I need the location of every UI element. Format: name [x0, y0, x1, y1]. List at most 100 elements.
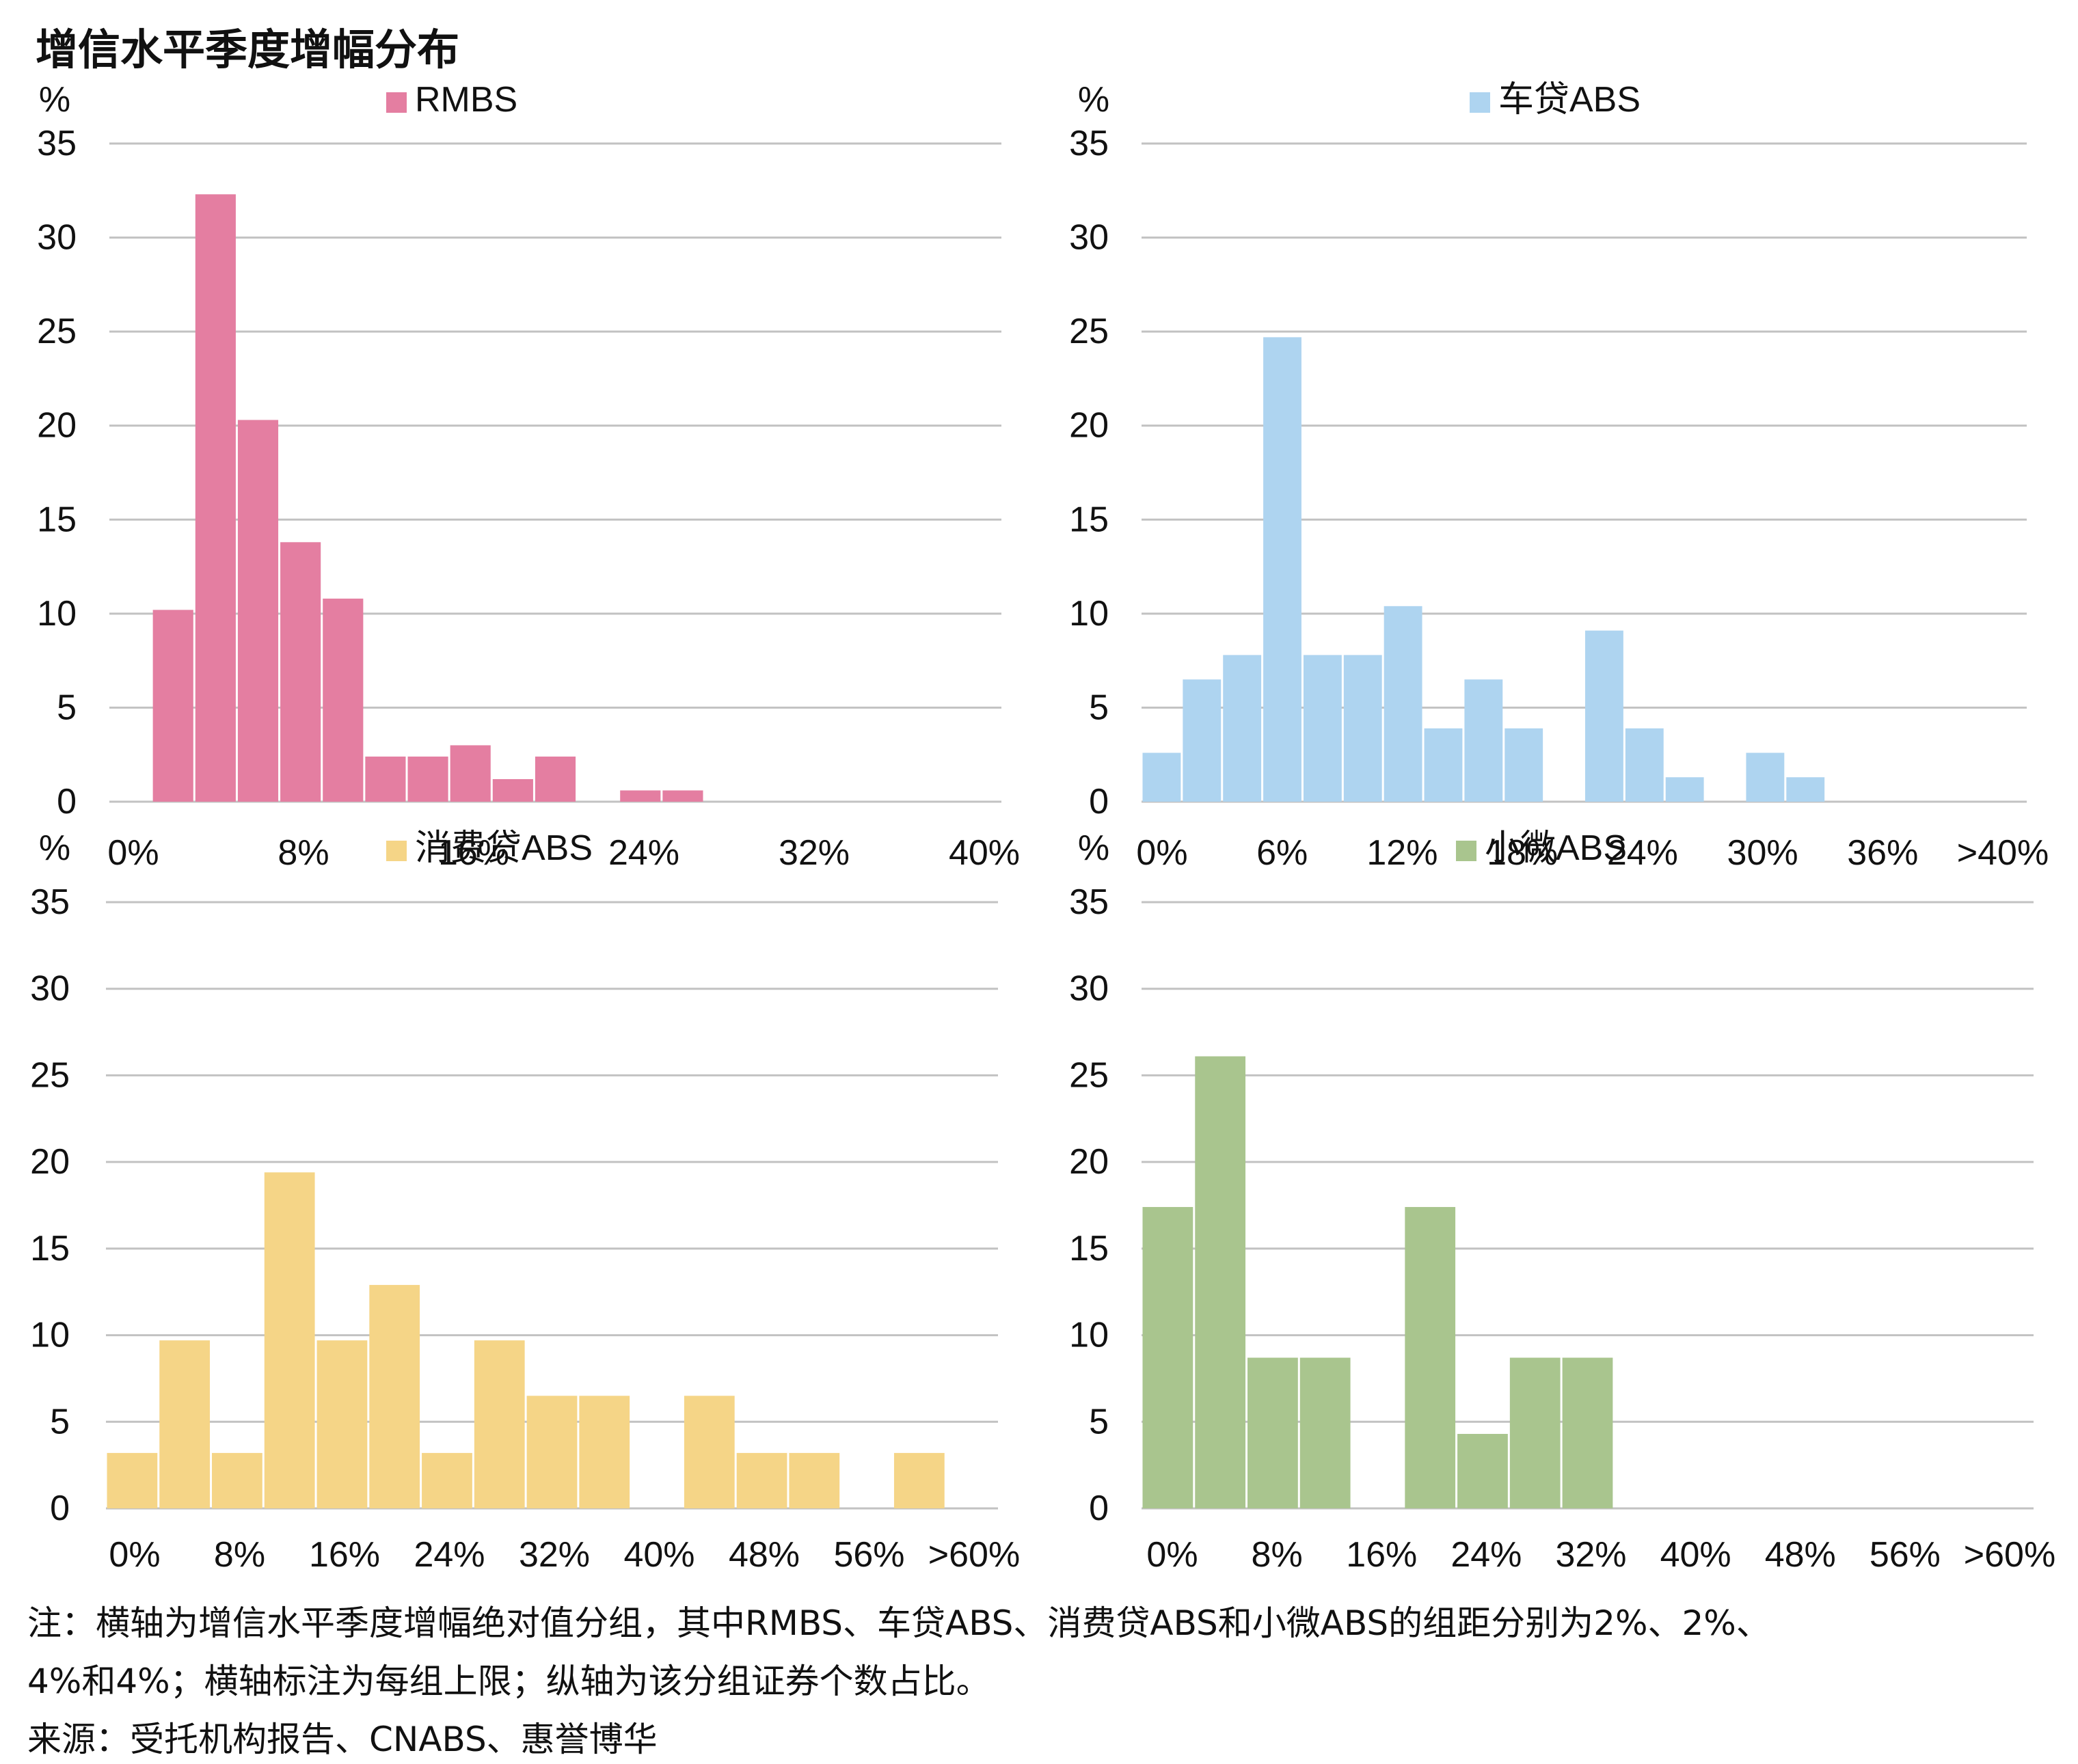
bar: [1464, 679, 1503, 802]
bar: [369, 1285, 420, 1508]
bar: [1562, 1357, 1613, 1508]
bar: [1504, 728, 1543, 802]
x-tick-label: 18%: [1487, 833, 1558, 873]
legend-swatch: [1470, 92, 1490, 113]
bar: [1343, 655, 1382, 802]
y-tick-label: 25: [37, 312, 77, 351]
bar: [1263, 337, 1301, 802]
x-tick-label: 0%: [1136, 833, 1187, 873]
x-tick-label: >60%: [928, 1535, 1020, 1575]
bar: [526, 1396, 578, 1508]
y-tick-label: 25: [30, 1055, 70, 1095]
x-tick-label: 36%: [1847, 833, 1918, 873]
bar: [237, 420, 279, 802]
x-tick-label: 24%: [608, 833, 679, 873]
chart-small-micro-abs: 0 5 10 15 20 25 30 35% 小微ABS 0% 8% 16% 24% 32% 40% 48% 5…: [1069, 828, 2055, 1575]
bar: [1424, 728, 1463, 802]
bar: [212, 1452, 262, 1508]
y-tick-label: 5: [57, 688, 77, 727]
bar: [195, 194, 236, 802]
y-tick-label: 15: [30, 1229, 70, 1268]
y-unit-label: %: [1078, 80, 1109, 120]
bar: [893, 1452, 945, 1508]
bar: [474, 1340, 525, 1508]
bar: [579, 1396, 630, 1508]
y-tick-label: 0: [1089, 782, 1109, 822]
x-tick-label: 24%: [1607, 833, 1678, 873]
y-tick-label: 20: [37, 406, 77, 446]
legend-label: 消费贷ABS: [415, 828, 593, 868]
legend-swatch: [1456, 841, 1476, 861]
bar: [789, 1452, 840, 1508]
bar: [1142, 1207, 1193, 1508]
bar: [620, 790, 661, 802]
bar: [422, 1452, 472, 1508]
x-tick-label: 40%: [949, 833, 1020, 873]
y-tick-label: 0: [57, 782, 77, 822]
y-tick-label: 30: [30, 969, 70, 1009]
bar: [1195, 1056, 1246, 1508]
x-tick-label: >60%: [1964, 1535, 2055, 1575]
y-tick-label: 5: [1089, 688, 1109, 727]
bar: [323, 598, 364, 802]
bar: [1183, 679, 1222, 802]
x-tick-label: 56%: [833, 1535, 904, 1575]
bar: [1625, 728, 1664, 802]
bar: [316, 1340, 368, 1508]
x-tick-label: 48%: [1765, 1535, 1836, 1575]
y-unit-label: %: [39, 828, 70, 868]
x-tick-label: 16%: [309, 1535, 380, 1575]
x-tick-label: 40%: [1660, 1535, 1731, 1575]
y-tick-label: 25: [1069, 312, 1109, 351]
bar: [736, 1452, 787, 1508]
bar: [1746, 752, 1785, 802]
y-tick-label: 30: [1069, 969, 1109, 1009]
x-tick-label: 32%: [519, 1535, 590, 1575]
bar: [1786, 777, 1825, 802]
chart-rmbs: 0 5 10 15 20 25 30 35% RMBS 0% 8% 16% 24% 32% 40%: [37, 80, 1020, 873]
y-tick-label: 25: [1069, 1055, 1109, 1095]
y-tick-label: 30: [1069, 218, 1109, 258]
legend-swatch: [386, 92, 407, 113]
bar: [535, 756, 576, 802]
bar: [159, 1340, 211, 1508]
bar: [662, 790, 703, 802]
bar: [1665, 777, 1704, 802]
bar: [1142, 752, 1181, 802]
y-tick-label: 35: [37, 124, 77, 163]
x-tick-label: 6%: [1256, 833, 1308, 873]
x-tick-label: 32%: [1555, 1535, 1626, 1575]
bar: [492, 778, 533, 802]
y-tick-label: 5: [50, 1402, 70, 1441]
bar: [1247, 1357, 1298, 1508]
y-tick-label: 15: [1069, 500, 1109, 539]
x-tick-label: >40%: [1957, 833, 2049, 873]
bar: [1303, 655, 1342, 802]
footnote-line-2: 4%和4%；横轴标注为每组上限；纵轴为该分组证券个数占比。: [27, 1661, 990, 1701]
bar: [1457, 1434, 1508, 1508]
y-tick-label: 0: [50, 1489, 70, 1528]
bar: [684, 1396, 735, 1508]
bar: [1509, 1357, 1561, 1508]
legend-label: 小微ABS: [1485, 828, 1627, 868]
y-unit-label: %: [1078, 828, 1109, 868]
y-tick-label: 5: [1089, 1402, 1109, 1441]
x-tick-label: 8%: [214, 1535, 265, 1575]
y-tick-label: 0: [1089, 1489, 1109, 1528]
bar: [1384, 606, 1422, 802]
x-tick-label: 16%: [1346, 1535, 1417, 1575]
x-tick-label: 0%: [1146, 1535, 1198, 1575]
y-tick-label: 10: [1069, 1316, 1109, 1355]
legend-label: 车贷ABS: [1498, 80, 1641, 120]
y-tick-label: 10: [30, 1316, 70, 1355]
bar: [407, 756, 448, 802]
bar: [1223, 655, 1262, 802]
y-tick-label: 20: [1069, 1142, 1109, 1182]
x-tick-label: 0%: [109, 1535, 160, 1575]
bar: [152, 610, 193, 802]
y-tick-label: 35: [1069, 882, 1109, 922]
y-tick-label: 30: [37, 218, 77, 258]
y-tick-label: 10: [1069, 594, 1109, 634]
y-tick-label: 35: [30, 882, 70, 922]
bar: [1585, 630, 1623, 802]
